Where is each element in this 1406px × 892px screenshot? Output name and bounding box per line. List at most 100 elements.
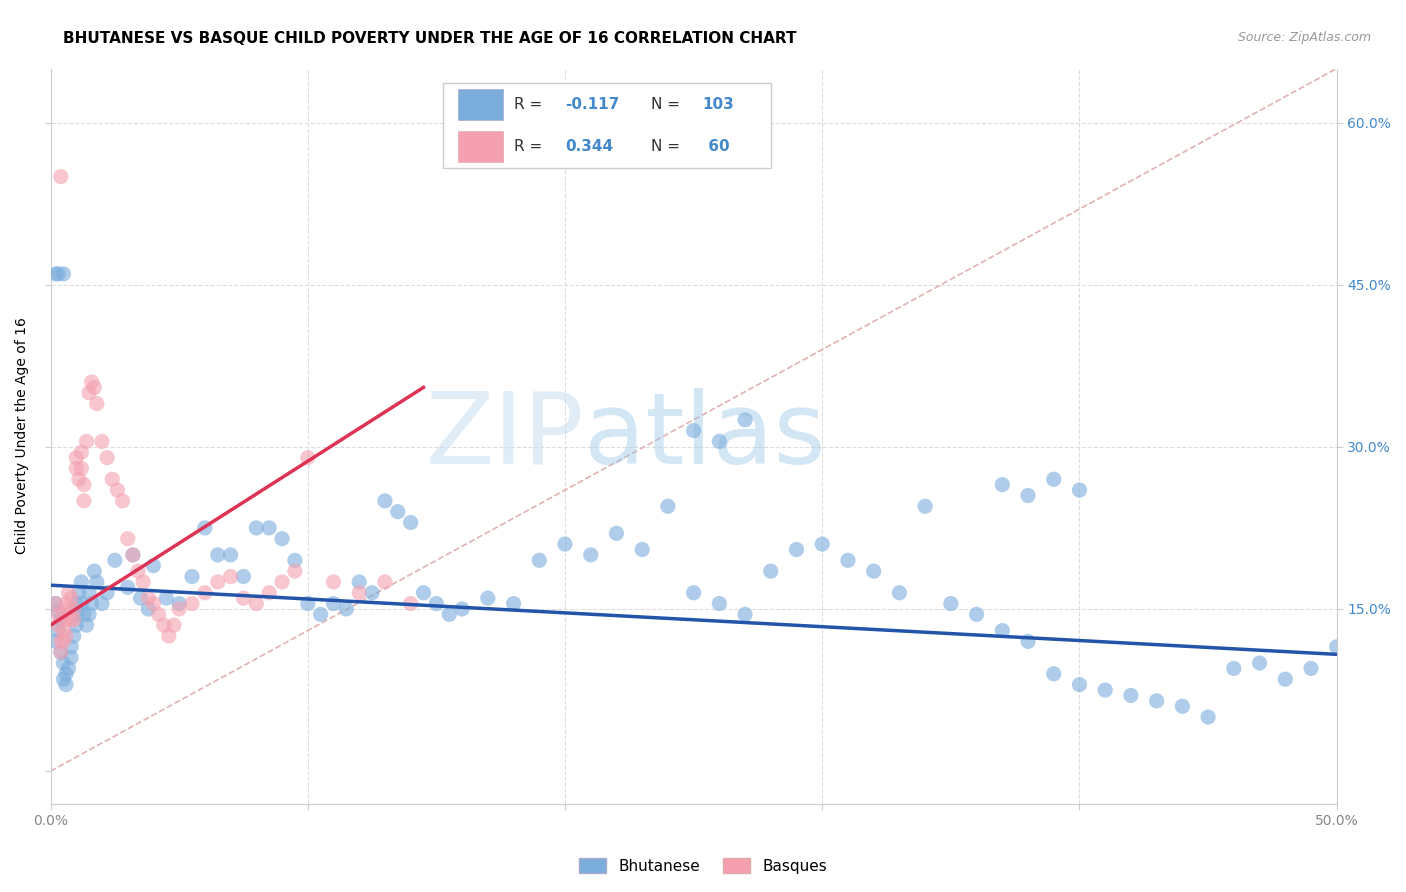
Point: [52, 624, 75, 638]
Point: [45, 597, 67, 611]
Point: [914, 500, 936, 514]
FancyBboxPatch shape: [458, 131, 503, 162]
Point: [77, 607, 100, 622]
Point: [52, 656, 75, 670]
Point: [129, 591, 152, 606]
Point: [529, 553, 551, 567]
Point: [52, 267, 75, 281]
Point: [837, 553, 859, 567]
Point: [194, 586, 217, 600]
Point: [73, 607, 96, 622]
Point: [1146, 694, 1168, 708]
Point: [194, 521, 217, 535]
Point: [83, 380, 105, 394]
Point: [101, 472, 124, 486]
Point: [271, 574, 294, 589]
Point: [121, 548, 143, 562]
Point: [117, 532, 139, 546]
Point: [1171, 699, 1194, 714]
Point: [70, 445, 93, 459]
Point: [1119, 689, 1142, 703]
Point: [96, 450, 118, 465]
Point: [60, 613, 83, 627]
Point: [46, 618, 69, 632]
Point: [62, 613, 84, 627]
Point: [142, 597, 165, 611]
Point: [412, 586, 434, 600]
Point: [157, 629, 180, 643]
Point: [966, 607, 988, 622]
Point: [232, 591, 254, 606]
Point: [107, 483, 129, 497]
Text: R =: R =: [513, 97, 547, 112]
Point: [284, 553, 307, 567]
Point: [60, 650, 83, 665]
Point: [207, 548, 229, 562]
Point: [219, 548, 242, 562]
Point: [439, 607, 461, 622]
Point: [347, 586, 370, 600]
Point: [682, 424, 704, 438]
Point: [136, 591, 159, 606]
Point: [117, 580, 139, 594]
Point: [49, 645, 72, 659]
Point: [111, 494, 134, 508]
Point: [60, 591, 83, 606]
Point: [167, 602, 190, 616]
Point: [86, 396, 108, 410]
Point: [136, 602, 159, 616]
Point: [58, 661, 80, 675]
Point: [77, 385, 100, 400]
Point: [322, 597, 344, 611]
Point: [734, 413, 756, 427]
Point: [91, 434, 114, 449]
Point: [132, 574, 155, 589]
Point: [77, 586, 100, 600]
Point: [425, 597, 447, 611]
Point: [49, 169, 72, 184]
Point: [142, 558, 165, 573]
Text: ZIP: ZIP: [426, 387, 585, 484]
Point: [80, 375, 103, 389]
Point: [49, 613, 72, 627]
Point: [55, 666, 77, 681]
Point: [657, 500, 679, 514]
Point: [70, 597, 93, 611]
Point: [502, 597, 524, 611]
Point: [148, 607, 170, 622]
Point: [257, 586, 280, 600]
Point: [862, 564, 884, 578]
Point: [181, 597, 204, 611]
Point: [1274, 672, 1296, 686]
Point: [46, 607, 69, 622]
Point: [73, 494, 96, 508]
Point: [86, 574, 108, 589]
Text: N =: N =: [651, 139, 685, 154]
Point: [347, 574, 370, 589]
Text: BHUTANESE VS BASQUE CHILD POVERTY UNDER THE AGE OF 16 CORRELATION CHART: BHUTANESE VS BASQUE CHILD POVERTY UNDER …: [63, 31, 797, 46]
Point: [67, 472, 90, 486]
Point: [786, 542, 808, 557]
Point: [335, 602, 357, 616]
Point: [451, 602, 474, 616]
Point: [387, 505, 409, 519]
Point: [374, 574, 396, 589]
Point: [49, 634, 72, 648]
Point: [62, 602, 84, 616]
Point: [284, 564, 307, 578]
Point: [70, 574, 93, 589]
Point: [46, 604, 69, 618]
Text: N =: N =: [651, 97, 685, 112]
Point: [1042, 472, 1064, 486]
Point: [245, 597, 267, 611]
Point: [709, 597, 731, 611]
Point: [579, 548, 602, 562]
Point: [245, 521, 267, 535]
Point: [1017, 488, 1039, 502]
Point: [554, 537, 576, 551]
Point: [939, 597, 962, 611]
Point: [1197, 710, 1219, 724]
Text: atlas: atlas: [585, 387, 825, 484]
Point: [49, 645, 72, 659]
Point: [399, 516, 422, 530]
